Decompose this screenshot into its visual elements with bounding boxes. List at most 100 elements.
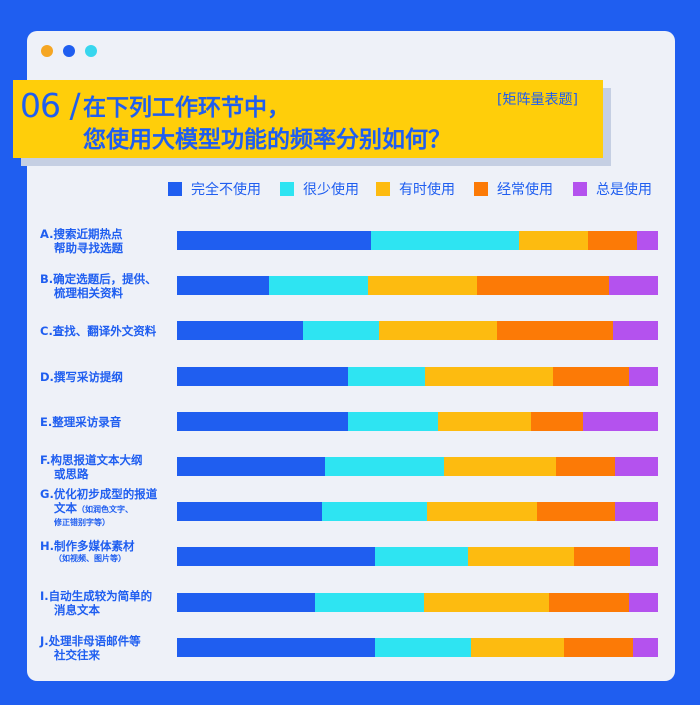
window-dot-blue — [63, 45, 75, 57]
row-label: H.制作多媒体素材 （如视频、图片等） — [40, 539, 174, 564]
title-banner — [13, 80, 603, 158]
row-label: F.构思报道文本大纲 或思路 — [40, 453, 174, 481]
stacked-bar — [177, 638, 659, 657]
bar-segment-4 — [531, 412, 584, 431]
stacked-bar — [177, 231, 659, 250]
bar-segment-3 — [425, 367, 554, 386]
bar-segment-5 — [629, 367, 659, 386]
bar-segment-4 — [549, 593, 630, 612]
stacked-bar — [177, 412, 659, 431]
bar-segment-1 — [177, 276, 270, 295]
question-number: 06 / — [20, 86, 81, 125]
bar-segment-2 — [375, 547, 469, 566]
legend-swatch — [280, 182, 294, 196]
bar-segment-2 — [371, 231, 520, 250]
row-label-line: C.查找、翻译外文资料 — [40, 324, 157, 338]
bar-segment-5 — [582, 412, 659, 431]
stacked-bar — [177, 457, 659, 476]
row-label-line: 文本（如润色文字、 — [54, 501, 133, 515]
bar-segment-5 — [612, 321, 659, 340]
row-label-line: A.搜索近期热点 — [40, 227, 123, 241]
stacked-bar — [177, 547, 659, 566]
bar-segment-3 — [519, 231, 589, 250]
bar-segment-4 — [497, 321, 614, 340]
bar-segment-2 — [348, 367, 426, 386]
legend-swatch — [474, 182, 488, 196]
legend-item-3: 有时使用 — [376, 179, 455, 199]
stacked-bar — [177, 593, 659, 612]
bar-segment-3 — [424, 593, 550, 612]
legend-item-4: 经常使用 — [474, 179, 553, 199]
bar-segment-3 — [438, 412, 532, 431]
legend-swatch — [168, 182, 182, 196]
bar-segment-1 — [177, 457, 326, 476]
bar-segment-3 — [367, 276, 478, 295]
bar-segment-1 — [177, 502, 323, 521]
bar-segment-3 — [379, 321, 498, 340]
bar-segment-4 — [573, 547, 631, 566]
bar-segment-3 — [468, 547, 575, 566]
row-label-line: 梳理相关资料 — [54, 286, 123, 300]
bar-segment-5 — [632, 638, 659, 657]
bar-segment-3 — [470, 638, 565, 657]
bar-segment-2 — [303, 321, 380, 340]
row-label: D.撰写采访提纲 — [40, 370, 174, 384]
legend-swatch — [376, 182, 390, 196]
bar-segment-1 — [177, 412, 349, 431]
legend-item-2: 很少使用 — [280, 179, 359, 199]
bar-segment-1 — [177, 593, 316, 612]
chart-legend: 完全不使用 很少使用 有时使用 经常使用 总是使用 — [0, 179, 700, 199]
stacked-bar — [177, 321, 659, 340]
legend-label: 总是使用 — [596, 182, 652, 198]
row-label: A.搜索近期热点 帮助寻找选题 — [40, 227, 174, 255]
bar-segment-3 — [443, 457, 557, 476]
row-label-line: I.自动生成较为简单的 — [40, 589, 153, 603]
row-label-line: G.优化初步成型的报道 — [40, 487, 158, 501]
bar-segment-4 — [537, 502, 616, 521]
bar-segment-2 — [268, 276, 369, 295]
row-label-line: E.整理采访录音 — [40, 415, 122, 429]
legend-label: 有时使用 — [399, 182, 455, 198]
legend-item-1: 完全不使用 — [168, 179, 261, 199]
row-sublabel: 修正错别字等） — [54, 518, 110, 527]
row-label: E.整理采访录音 — [40, 415, 174, 429]
legend-label: 很少使用 — [303, 182, 359, 198]
row-sublabel: （如润色文字、 — [77, 505, 133, 514]
row-label-line: D.撰写采访提纲 — [40, 370, 123, 384]
bar-segment-5 — [629, 593, 659, 612]
row-label: C.查找、翻译外文资料 — [40, 324, 174, 338]
bar-segment-4 — [477, 276, 610, 295]
stacked-bar — [177, 502, 659, 521]
legend-label: 完全不使用 — [191, 182, 261, 198]
row-label: G.优化初步成型的报道 文本（如润色文字、修正错别字等） — [40, 487, 174, 528]
bar-segment-1 — [177, 231, 372, 250]
legend-label: 经常使用 — [497, 182, 553, 198]
window-dot-cyan — [85, 45, 97, 57]
question-type-tag: [矩阵量表题] — [497, 92, 578, 108]
row-label-line: B.确定选题后，提供、 — [40, 272, 157, 286]
bar-segment-2 — [375, 638, 472, 657]
row-label: I.自动生成较为简单的 消息文本 — [40, 589, 174, 617]
bar-segment-5 — [629, 547, 659, 566]
bar-segment-5 — [615, 502, 659, 521]
legend-swatch — [573, 182, 587, 196]
bar-segment-5 — [608, 276, 659, 295]
bar-segment-1 — [177, 321, 304, 340]
row-label-line: 帮助寻找选题 — [54, 241, 123, 255]
title-line-1: 在下列工作环节中， — [83, 95, 290, 121]
row-label-line: 消息文本 — [54, 603, 100, 617]
row-label-line: 或思路 — [54, 467, 89, 481]
bar-segment-5 — [637, 231, 659, 250]
bar-segment-2 — [315, 593, 425, 612]
stacked-bar — [177, 276, 659, 295]
row-label-line: H.制作多媒体素材 — [40, 539, 135, 553]
bar-segment-4 — [553, 367, 630, 386]
title-line-2: 您使用大模型功能的频率分别如何？ — [83, 127, 451, 153]
bar-segment-2 — [322, 502, 428, 521]
row-label-line: F.构思报道文本大纲 — [40, 453, 143, 467]
row-sublabel: （如视频、图片等） — [54, 554, 126, 563]
window-dot-orange — [41, 45, 53, 57]
bar-segment-1 — [177, 638, 376, 657]
bar-segment-2 — [348, 412, 439, 431]
bar-segment-4 — [556, 457, 616, 476]
